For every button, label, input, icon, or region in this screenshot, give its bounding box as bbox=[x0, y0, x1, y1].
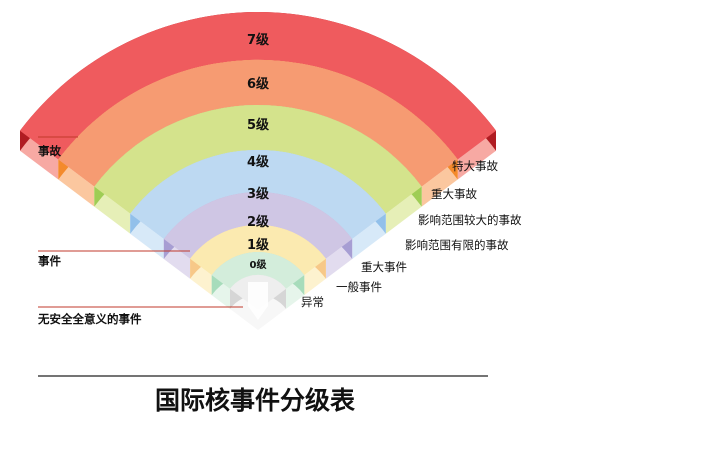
band-left-wall bbox=[94, 186, 131, 234]
level-band-5 bbox=[94, 104, 422, 234]
level-band-2 bbox=[190, 224, 326, 296]
category-label-incident: 事件 bbox=[38, 254, 61, 268]
level-label-3: 3级 bbox=[247, 186, 270, 202]
band-left-wall bbox=[130, 213, 164, 259]
apex-core bbox=[248, 282, 268, 320]
band-top-face bbox=[190, 224, 326, 276]
level-label-6: 6级 bbox=[247, 76, 270, 92]
level-label-5: 5级 bbox=[247, 117, 270, 133]
band-right-wall bbox=[421, 159, 458, 207]
level-bands bbox=[20, 12, 496, 330]
level-desc-6: 重大事故 bbox=[431, 187, 477, 201]
level-desc-2: 一般事件 bbox=[336, 280, 382, 294]
level-label-0: 0级 bbox=[250, 258, 268, 271]
band-top-face bbox=[163, 192, 353, 259]
level-desc-1: 异常 bbox=[301, 295, 324, 309]
diagram-title: 国际核事件分级表 bbox=[155, 386, 356, 415]
level-label-2: 2级 bbox=[247, 214, 270, 230]
level-band-3 bbox=[163, 192, 353, 279]
level-label-1: 1级 bbox=[247, 237, 270, 253]
level-labels: 7级 6级 5级 4级 3级 2级 1级 0级 bbox=[247, 32, 270, 271]
band-top-face bbox=[130, 149, 386, 239]
band-right-wall bbox=[385, 186, 422, 234]
level-label-4: 4级 bbox=[247, 154, 270, 170]
level-band-4 bbox=[130, 149, 386, 259]
band-left-wall bbox=[20, 130, 59, 180]
band-right-wall bbox=[352, 213, 386, 259]
category-label-accident: 事故 bbox=[38, 144, 61, 158]
level-desc-7: 特大事故 bbox=[452, 159, 498, 173]
band-left-wall bbox=[58, 159, 95, 207]
level-desc-4: 影响范围有限的事故 bbox=[405, 238, 509, 252]
band-right-wall bbox=[457, 130, 496, 180]
level-desc-5: 影响范围较大的事故 bbox=[418, 213, 522, 227]
level-label-7: 7级 bbox=[247, 32, 270, 48]
level-desc-3: 重大事件 bbox=[361, 260, 407, 274]
band-top-face bbox=[94, 104, 422, 214]
band-top-face bbox=[20, 12, 496, 160]
band-top-face bbox=[211, 252, 305, 289]
category-label-deviation: 无安全全意义的事件 bbox=[37, 312, 142, 326]
level-band-7 bbox=[20, 12, 496, 180]
level-band-6 bbox=[58, 59, 458, 207]
band-top-face bbox=[58, 59, 458, 187]
level-band-1 bbox=[211, 252, 305, 309]
